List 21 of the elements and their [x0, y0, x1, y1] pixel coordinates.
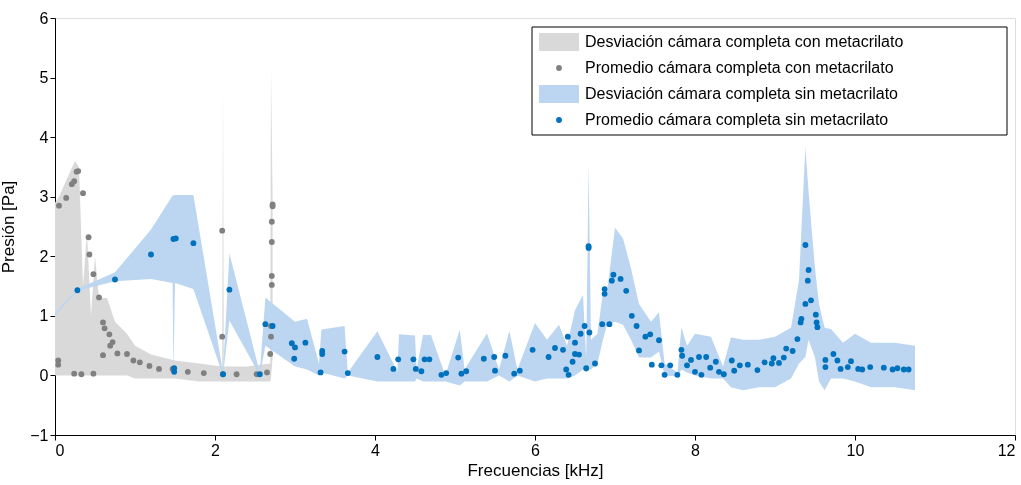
y-tick-label: 3	[39, 188, 49, 206]
y-tick-label: 5	[39, 69, 49, 87]
x-tick-label: 4	[371, 441, 381, 459]
y-tick-label: −1	[30, 426, 49, 444]
y-tick-label: 1	[39, 307, 49, 325]
x-tick-label: 12	[997, 441, 1016, 459]
x-tick-label: 2	[211, 441, 221, 459]
x-tick-label: 6	[531, 441, 541, 459]
legend-label: Promedio cámara completa sin metacrilato	[585, 111, 889, 128]
y-tick-label: 6	[39, 9, 49, 27]
legend-label: Desviación cámara completa sin metacrilato	[585, 85, 899, 102]
legend-label: Desviación cámara completa con metacrilato	[585, 33, 904, 50]
x-tick-label: 8	[691, 441, 701, 459]
x-axis-title: Frecuencias [kHz]	[467, 460, 604, 480]
legend-label: Promedio cámara completa con metacrilato	[585, 59, 894, 76]
y-axis-title: Presión [Pa]	[0, 180, 19, 274]
y-tick-label: 4	[39, 128, 49, 146]
x-tick-label: 0	[55, 441, 65, 459]
y-tick-label: 0	[39, 366, 49, 384]
y-tick-label: 2	[39, 247, 49, 265]
x-tick-label: 10	[846, 441, 865, 459]
